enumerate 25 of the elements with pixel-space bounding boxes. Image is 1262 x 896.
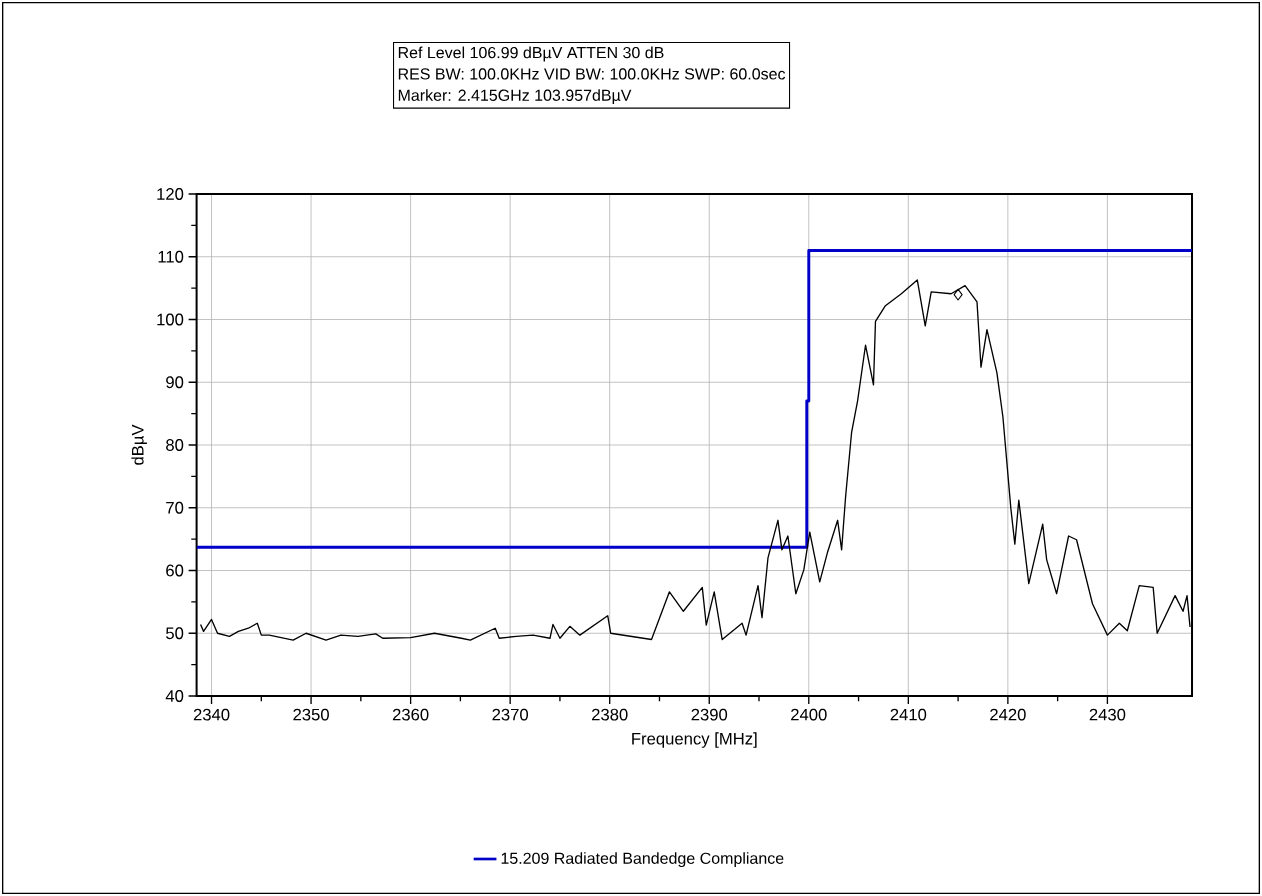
- text: RES BW: 100.0KHz VID BW: 100.0KHz SWP: 60.0sec: [398, 68, 786, 80]
- y-tick-label: 60: [166, 564, 184, 577]
- x-axis-title: Frequency [MHz]: [632, 732, 757, 748]
- y-axis-title: dBµV: [131, 424, 147, 465]
- y-tick-label: 110: [158, 250, 184, 263]
- y-tick-label: 50: [166, 627, 184, 640]
- x-tick-label: 2420: [990, 708, 1026, 721]
- x-tick-label: 2390: [691, 708, 728, 721]
- text: Marker: 2.415GHz 103.957dBµV: [398, 89, 632, 105]
- y-tick-label: 100: [157, 313, 184, 326]
- x-tick-label: 2350: [293, 708, 329, 721]
- x-tick-label: 2360: [392, 708, 429, 721]
- x-tick-label: 2410: [890, 708, 927, 721]
- x-tick-label: 2400: [791, 708, 827, 721]
- x-tick-label: 2380: [592, 708, 628, 721]
- y-tick-label: 120: [157, 188, 184, 200]
- y-tick-label: 90: [166, 376, 184, 389]
- legend-label: 15.209 Radiated Bandedge Compliance: [501, 852, 784, 868]
- y-tick-label: 40: [165, 690, 184, 702]
- x-tick-label: 2370: [492, 708, 529, 721]
- y-tick-label: 80: [166, 439, 184, 451]
- x-tick-label: 2340: [193, 708, 230, 721]
- text: Ref Level 106.99 dBµV ATTEN 30 dB: [398, 46, 664, 62]
- y-tick-label: 70: [166, 501, 184, 514]
- x-tick-label: 2430: [1089, 708, 1126, 721]
